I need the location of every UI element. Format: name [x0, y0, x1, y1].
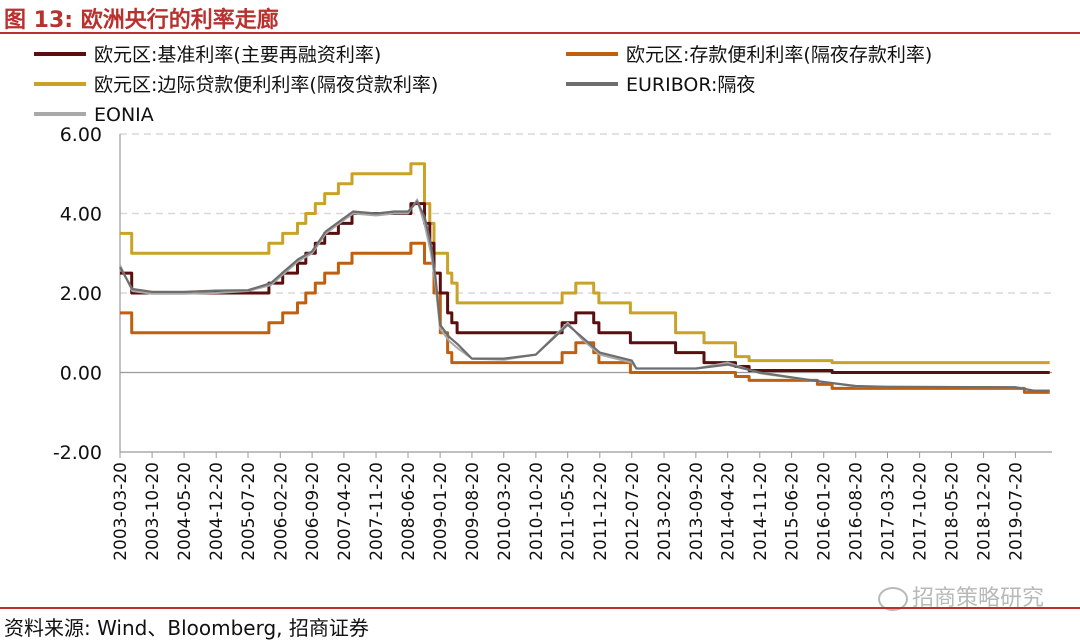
series-line-3 — [120, 162, 1050, 365]
source-note: 资料来源: Wind、Bloomberg, 招商证券 — [4, 616, 369, 640]
x-tick-label: 2005-07-20 — [239, 462, 259, 561]
x-tick-label: 2007-04-20 — [335, 462, 355, 561]
x-tick-label: 2009-08-20 — [463, 462, 483, 561]
figure-header: 图 13: 欧洲央行的利率走廊 — [0, 0, 1080, 33]
x-tick-label: 2018-05-20 — [942, 462, 962, 561]
x-tick-label: 2004-12-20 — [207, 462, 227, 561]
chart-series — [119, 162, 1050, 394]
x-tick-label: 2006-02-20 — [271, 462, 291, 561]
x-tick-label: 2008-06-20 — [399, 462, 419, 561]
y-tick-label: 2.00 — [60, 283, 102, 305]
x-tick-label: 2006-09-20 — [303, 462, 323, 561]
y-tick-label: -2.00 — [53, 442, 102, 464]
x-tick-label: 2014-04-20 — [719, 462, 739, 561]
x-tick-label: 2004-05-20 — [175, 462, 195, 561]
x-tick-label: 2016-01-20 — [815, 462, 835, 561]
x-tick-label: 2018-12-20 — [975, 462, 995, 561]
x-tick-label: 2010-03-20 — [495, 462, 515, 561]
x-tick-label: 2011-12-20 — [591, 462, 611, 561]
series-line-4 — [119, 200, 1050, 392]
x-tick-label: 2014-11-20 — [751, 462, 771, 561]
series-line-2 — [120, 241, 1050, 394]
x-axis: 2003-03-20 2003-10-20 2004-05-20 2004-12-20… — [111, 134, 1052, 561]
figure-title: 图 13: 欧洲央行的利率走廊 — [4, 8, 279, 33]
chart: 欧元区:基准利率(主要再融资利率) 欧元区:存款便利利率(隔夜存款利率) 欧元区:边… — [34, 44, 1052, 561]
x-tick-label: 2013-09-20 — [687, 462, 707, 561]
x-tick-label: 2007-11-20 — [367, 462, 387, 561]
wechat-icon — [877, 587, 908, 611]
legend-label: EONIA — [94, 104, 154, 126]
legend-label: 欧元区:存款便利利率(隔夜存款利率) — [626, 44, 932, 66]
series-line-1 — [120, 202, 1050, 374]
x-tick-label: 2013-02-20 — [655, 462, 675, 561]
title-divider — [0, 32, 1080, 34]
y-tick-label: 0.00 — [60, 363, 102, 385]
y-axis: 6.00 4.00 2.00 0.00 -2.00 — [53, 124, 102, 464]
legend-label: 欧元区:边际贷款便利利率(隔夜贷款利率) — [94, 74, 438, 96]
chart-legend: 欧元区:基准利率(主要再融资利率) 欧元区:存款便利利率(隔夜存款利率) 欧元区:边… — [34, 44, 932, 126]
x-tick-label: 2012-07-20 — [623, 462, 643, 561]
x-tick-label: 2003-03-20 — [111, 462, 131, 561]
x-tick-label: 2015-06-20 — [783, 462, 803, 561]
x-tick-label: 2003-10-20 — [143, 462, 163, 561]
x-tick-label: 2019-07-20 — [1006, 462, 1026, 561]
legend-label: 欧元区:基准利率(主要再融资利率) — [94, 44, 381, 66]
x-tick-label: 2010-10-20 — [527, 462, 547, 561]
x-tick-label: 2016-08-20 — [847, 462, 867, 561]
x-tick-label: 2017-03-20 — [879, 462, 899, 561]
x-tick-label: 2009-01-20 — [431, 462, 451, 561]
x-tick-label: 2017-10-20 — [911, 462, 931, 561]
legend-label: EURIBOR:隔夜 — [626, 74, 755, 96]
watermark: 招商策略研究 — [877, 580, 1044, 612]
y-tick-label: 6.00 — [60, 124, 102, 146]
footer-divider — [0, 607, 1080, 609]
watermark-text: 招商策略研究 — [911, 586, 1044, 611]
x-tick-label: 2011-05-20 — [559, 462, 579, 561]
y-tick-label: 4.00 — [60, 204, 102, 226]
